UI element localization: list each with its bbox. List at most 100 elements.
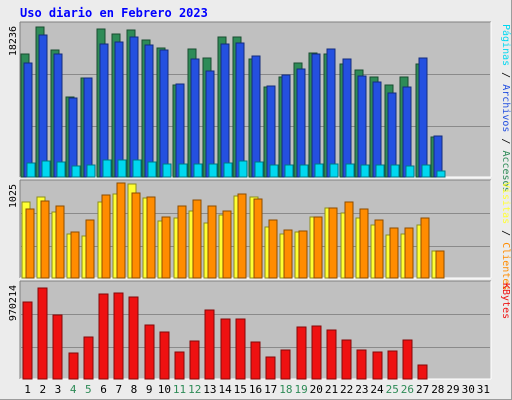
bar-pginas-day-9	[147, 161, 157, 178]
bar-kbytes-day-25	[387, 350, 398, 380]
bar-kbytes-day-16	[250, 341, 261, 380]
bar-pginas-day-11	[178, 163, 188, 178]
panel-scale-label: 970214	[8, 285, 19, 321]
bar-clientes-day-1	[25, 208, 35, 279]
day-label-4: 4	[70, 383, 77, 396]
bar-kbytes-day-4	[68, 352, 79, 380]
bar-pginas-day-25	[390, 164, 400, 178]
panel-scale-label: 18236	[8, 26, 19, 56]
day-label-17: 17	[264, 383, 277, 396]
bar-archivos-day-5	[83, 77, 93, 178]
legend-entry: Visitas	[500, 182, 511, 224]
legend-entry: Accesos	[500, 150, 511, 192]
day-label-7: 7	[115, 383, 122, 396]
bar-pginas-day-7	[117, 159, 127, 178]
legend-entry: Clientes	[500, 242, 511, 290]
day-label-9: 9	[146, 383, 153, 396]
day-label-26: 26	[401, 383, 414, 396]
bar-kbytes-day-2	[37, 287, 48, 380]
bar-pginas-day-16	[254, 161, 264, 178]
bar-kbytes-day-10	[159, 331, 170, 380]
day-label-13: 13	[203, 383, 216, 396]
bar-archivos-day-9	[144, 44, 154, 178]
bar-pginas-day-8	[132, 159, 142, 178]
bar-kbytes-day-1	[22, 301, 33, 380]
day-label-30: 30	[462, 383, 475, 396]
bar-clientes-day-26	[404, 227, 414, 279]
day-label-21: 21	[325, 383, 338, 396]
bar-archivos-day-25	[387, 92, 397, 178]
bar-archivos-day-1	[23, 62, 33, 178]
day-label-12: 12	[188, 383, 201, 396]
panel-scale-label: 1025	[8, 184, 19, 208]
bar-archivos-day-21	[326, 48, 336, 178]
bar-archivos-day-14	[220, 43, 230, 178]
panel-legend: Visitas / Clientes	[500, 182, 511, 290]
bar-kbytes-day-11	[174, 351, 185, 380]
bar-kbytes-day-19	[296, 326, 307, 380]
bar-pginas-day-5	[86, 164, 96, 178]
day-label-1: 1	[24, 383, 31, 396]
day-label-18: 18	[279, 383, 292, 396]
chart-title: Uso diario en Febrero 2023	[20, 6, 208, 20]
day-label-19: 19	[294, 383, 307, 396]
day-label-22: 22	[340, 383, 353, 396]
bar-kbytes-day-23	[356, 349, 367, 380]
day-label-25: 25	[386, 383, 399, 396]
day-label-14: 14	[218, 383, 232, 396]
bar-clientes-day-2	[40, 200, 50, 279]
bar-clientes-day-8	[131, 192, 141, 279]
day-label-16: 16	[249, 383, 262, 396]
bar-archivos-day-11	[175, 83, 185, 178]
bar-kbytes-day-20	[311, 325, 322, 380]
bar-pginas-day-27	[421, 164, 431, 178]
bar-clientes-day-9	[146, 196, 156, 279]
legend-entry: Archivos	[500, 84, 511, 132]
panel-legend: KBytes	[500, 283, 511, 319]
bar-archivos-day-4	[68, 97, 78, 178]
day-label-3: 3	[55, 383, 62, 396]
panel-legend: Páginas / Archivos / Accesos	[500, 24, 512, 193]
bar-clientes-day-28	[435, 250, 445, 279]
day-label-15: 15	[234, 383, 247, 396]
day-label-6: 6	[100, 383, 107, 396]
day-label-20: 20	[310, 383, 323, 396]
bar-clientes-day-14	[222, 210, 232, 279]
bar-pginas-day-22	[345, 163, 355, 178]
bar-archivos-day-10	[159, 49, 169, 178]
bar-clientes-day-21	[328, 207, 338, 279]
bar-pginas-day-15	[238, 160, 248, 178]
bar-clientes-day-19	[298, 230, 308, 279]
bar-pginas-day-21	[329, 163, 339, 178]
legend-entry: /	[500, 66, 511, 84]
bar-clientes-day-17	[268, 219, 278, 279]
bar-clientes-day-6	[101, 194, 111, 279]
bar-pginas-day-24	[375, 164, 385, 178]
bar-kbytes-day-5	[83, 336, 94, 380]
day-label-2: 2	[39, 383, 46, 396]
bar-archivos-day-7	[114, 41, 124, 178]
bar-kbytes-day-6	[98, 293, 109, 380]
bar-kbytes-day-8	[128, 296, 139, 380]
bar-clientes-day-12	[192, 199, 202, 279]
bar-archivos-day-20	[311, 53, 321, 178]
bar-kbytes-day-24	[372, 351, 383, 380]
day-label-27: 27	[416, 383, 429, 396]
bar-pginas-day-19	[299, 164, 309, 178]
bar-clientes-day-16	[253, 198, 263, 279]
bar-pginas-day-6	[102, 159, 112, 178]
bar-pginas-day-12	[193, 163, 203, 178]
bar-pginas-day-1	[26, 162, 36, 178]
bar-clientes-day-13	[207, 205, 217, 279]
bar-clientes-day-3	[55, 205, 65, 279]
bar-kbytes-day-17	[265, 356, 276, 380]
bar-pginas-day-13	[208, 163, 218, 178]
bar-kbytes-day-7	[113, 292, 124, 380]
bar-clientes-day-22	[344, 201, 354, 279]
bar-pginas-day-28	[436, 170, 446, 178]
bar-clientes-day-15	[237, 193, 247, 279]
bar-kbytes-day-22	[341, 339, 352, 380]
bar-clientes-day-23	[359, 208, 369, 279]
